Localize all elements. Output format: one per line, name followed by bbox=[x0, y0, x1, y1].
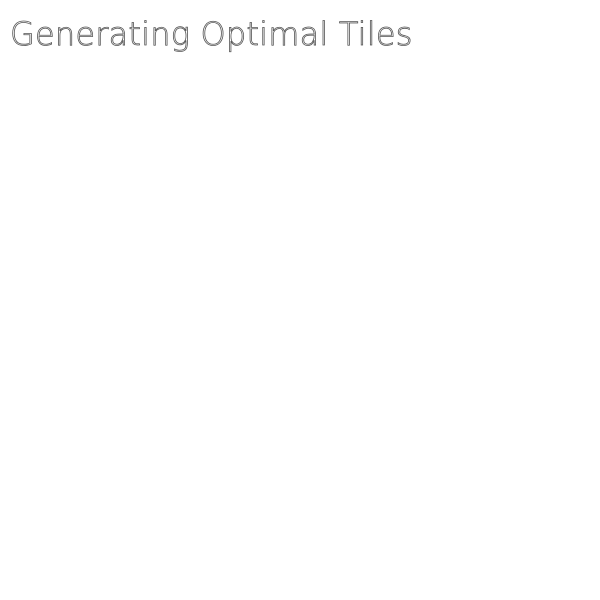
status-title: Generating Optimal Tiles bbox=[10, 15, 413, 54]
